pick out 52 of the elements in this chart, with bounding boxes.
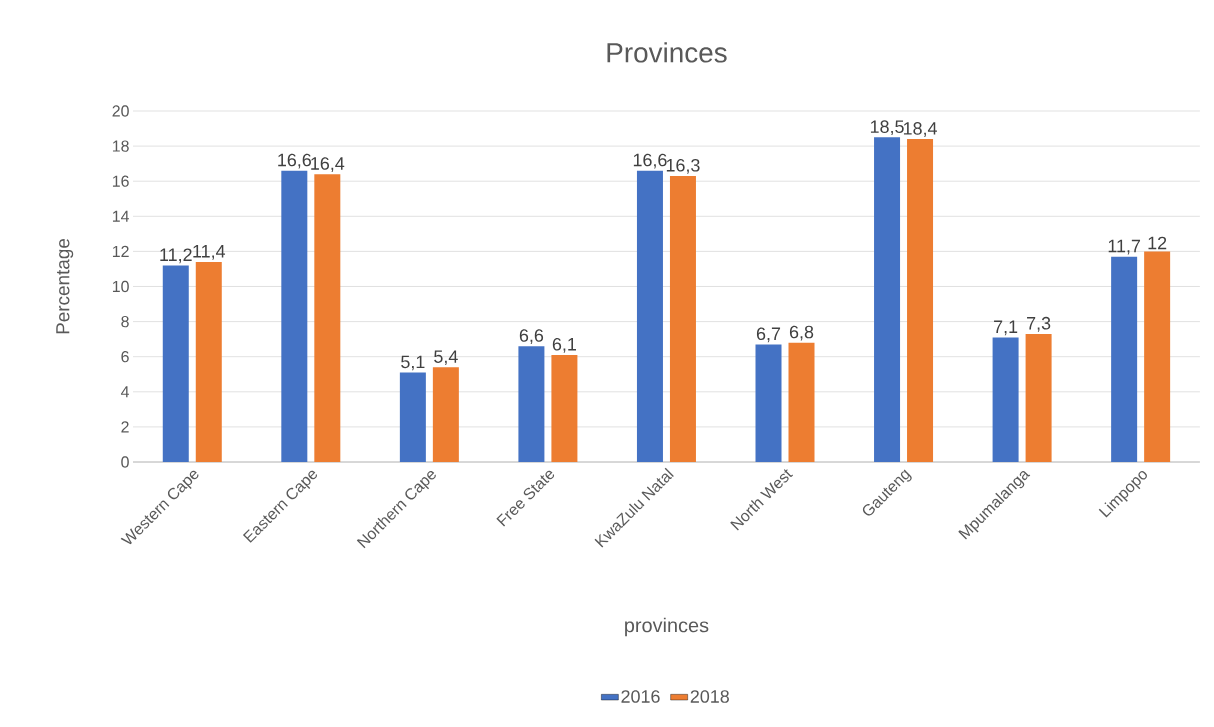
- bar: [551, 354, 578, 462]
- y-tick-label: 12: [112, 245, 129, 257]
- y-tick-label: 4: [120, 386, 130, 398]
- y-axis-title: Percentage: [56, 238, 74, 334]
- bar: [669, 175, 696, 462]
- bar: [1111, 256, 1138, 462]
- bar: [518, 346, 545, 462]
- y-tick-label: 8: [121, 315, 129, 328]
- bar: [907, 139, 934, 462]
- y-tick-label: 10: [112, 280, 129, 293]
- bar: [755, 344, 782, 462]
- bar: [788, 342, 815, 462]
- data-label: 12: [1148, 236, 1167, 250]
- bar: [432, 367, 459, 462]
- data-label: 11,4: [193, 245, 226, 260]
- data-label: 11,2: [160, 248, 192, 264]
- y-tick-label: 20: [112, 105, 129, 117]
- data-label: 5,4: [434, 350, 458, 366]
- data-label: 11,7: [1108, 239, 1141, 255]
- data-label: 16,6: [633, 153, 667, 169]
- bar: [992, 337, 1019, 462]
- bar: [314, 174, 341, 462]
- y-tick-label: 18: [112, 140, 129, 152]
- bar: [162, 265, 189, 462]
- bar: [399, 372, 426, 462]
- bar: [636, 170, 663, 462]
- data-label: 6,1: [552, 337, 576, 353]
- bar: [874, 137, 901, 462]
- data-label: 6,6: [519, 329, 544, 344]
- data-label: 16,4: [311, 157, 345, 172]
- y-tick-label: 14: [112, 210, 129, 222]
- data-label: 18,5: [870, 120, 904, 136]
- data-label: 7,1: [994, 320, 1018, 336]
- data-label: 7,3: [1027, 316, 1051, 332]
- legend-label: 2018: [690, 690, 729, 703]
- chart-title: Provinces: [607, 42, 727, 63]
- data-label: 16,6: [278, 153, 311, 169]
- bar: [195, 261, 222, 462]
- bar: [281, 170, 308, 462]
- bar: [1144, 251, 1171, 462]
- data-label: 6,8: [789, 325, 814, 341]
- y-tick-label: 0: [121, 456, 129, 468]
- x-axis-title: provinces: [625, 617, 709, 637]
- data-label: 16,3: [666, 158, 700, 174]
- y-tick-label: 2: [121, 421, 129, 433]
- data-label: 18,4: [903, 122, 937, 137]
- y-tick-label: 16: [112, 175, 129, 187]
- legend-label: 2016: [621, 690, 660, 703]
- data-label: 6,7: [756, 327, 781, 343]
- data-label: 5,1: [401, 355, 425, 371]
- y-tick-label: 6: [121, 351, 129, 363]
- bar: [1025, 333, 1052, 462]
